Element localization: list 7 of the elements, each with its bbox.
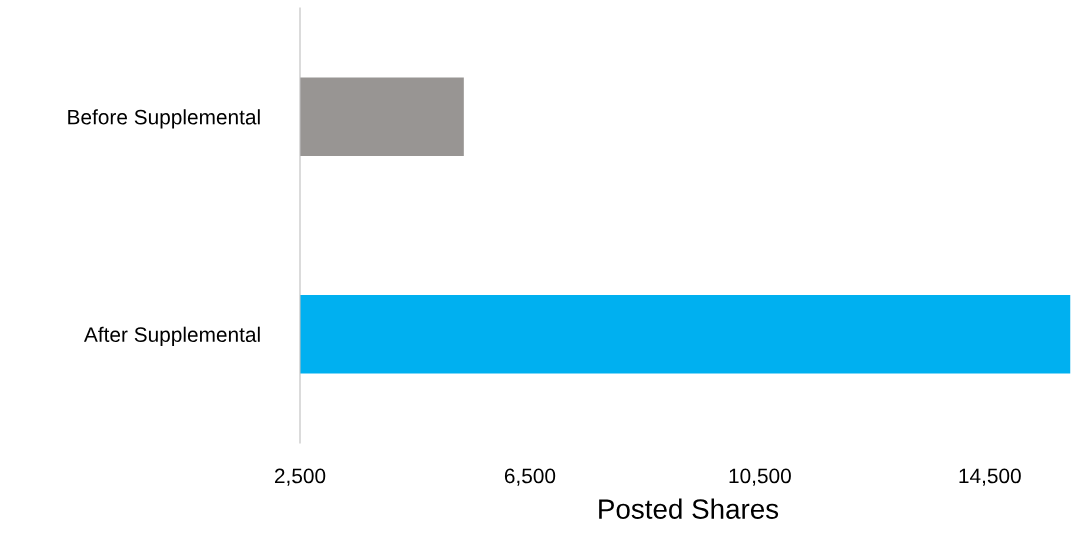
x-tick-label: 2,500: [274, 468, 326, 486]
y-tick-label: Before Supplemental: [68, 109, 260, 129]
y-tick-label: After Supplemental: [83, 326, 260, 347]
x-axis-title: Posted Shares: [599, 498, 779, 519]
x-tick-label: 6,500: [504, 468, 556, 486]
x-tick-label: 14,500: [959, 468, 1021, 486]
x-tick-label: 10,500: [729, 468, 791, 486]
